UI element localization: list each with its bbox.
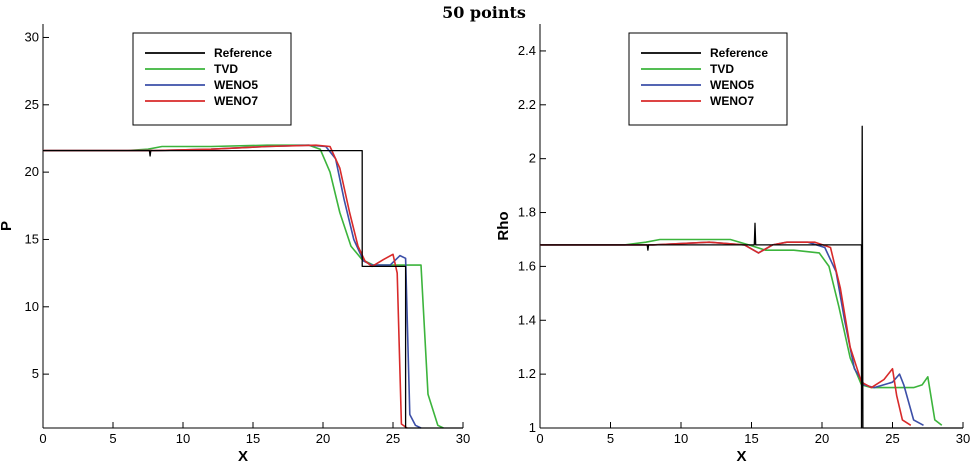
y-tick-label: 2.2 bbox=[518, 97, 536, 112]
figure-title: 50 points bbox=[442, 3, 526, 22]
x-tick-label: 0 bbox=[39, 431, 46, 446]
legend-entry: WENO5 bbox=[214, 78, 258, 92]
y-tick-label: 10 bbox=[25, 299, 39, 314]
y-tick-label: 5 bbox=[32, 366, 39, 381]
series-line-reference bbox=[540, 125, 963, 429]
legend-box bbox=[628, 32, 788, 126]
legend-entry: TVD bbox=[710, 62, 734, 76]
legend-entry: Reference bbox=[214, 46, 272, 60]
legend-entry: WENO7 bbox=[710, 94, 754, 108]
x-axis-label: X bbox=[238, 448, 248, 465]
x-tick-label: 20 bbox=[815, 431, 829, 446]
series-line-tvd bbox=[540, 238, 943, 426]
density-chart: 0 5 10 15 20 25 30 1 1.2 1.4 1.6 1.8 2 2.2 2.4 X Rho Refe… bbox=[495, 24, 970, 465]
series-line-reference bbox=[43, 149, 463, 429]
x-tick-label: 25 bbox=[386, 431, 400, 446]
x-tick-label: 5 bbox=[109, 431, 116, 446]
y-tick-label: 1.6 bbox=[518, 258, 536, 273]
y-tick-label: 2 bbox=[529, 151, 536, 166]
series-line-weno7 bbox=[540, 241, 912, 426]
y-tick-label: 1 bbox=[529, 420, 536, 435]
series-line-weno7 bbox=[43, 144, 408, 429]
x-tick-label: 25 bbox=[885, 431, 899, 446]
y-tick-label: 15 bbox=[25, 231, 39, 246]
y-axis-label: P bbox=[0, 221, 15, 231]
legend-entry: TVD bbox=[214, 62, 238, 76]
x-tick-label: 10 bbox=[674, 431, 688, 446]
y-tick-label: 20 bbox=[25, 164, 39, 179]
legend-entry: WENO5 bbox=[710, 78, 754, 92]
y-tick-label: 1.8 bbox=[518, 205, 536, 220]
x-tick-label: 5 bbox=[607, 431, 614, 446]
series-line-weno5 bbox=[43, 144, 422, 429]
y-tick-label: 30 bbox=[25, 29, 39, 44]
series-line-tvd bbox=[43, 144, 444, 429]
x-tick-label: 20 bbox=[316, 431, 330, 446]
y-tick-label: 25 bbox=[25, 97, 39, 112]
y-axis-label: Rho bbox=[495, 211, 512, 240]
pressure-chart: 0 5 10 15 20 25 30 5 10 15 20 25 30 X P Reference TVD WEN… bbox=[0, 24, 470, 465]
series-line-weno5 bbox=[540, 241, 924, 427]
x-tick-label: 30 bbox=[956, 431, 970, 446]
legend-entry: Reference bbox=[710, 46, 768, 60]
legend-box bbox=[132, 32, 292, 126]
legend-entry: WENO7 bbox=[214, 94, 258, 108]
y-tick-label: 2.4 bbox=[518, 43, 536, 58]
x-axis-label: X bbox=[736, 448, 746, 465]
y-tick-label: 1.4 bbox=[518, 312, 536, 327]
x-tick-label: 10 bbox=[176, 431, 190, 446]
x-tick-label: 15 bbox=[744, 431, 758, 446]
x-tick-label: 30 bbox=[456, 431, 470, 446]
x-tick-label: 0 bbox=[536, 431, 543, 446]
x-tick-label: 15 bbox=[246, 431, 260, 446]
y-tick-label: 1.2 bbox=[518, 366, 536, 381]
